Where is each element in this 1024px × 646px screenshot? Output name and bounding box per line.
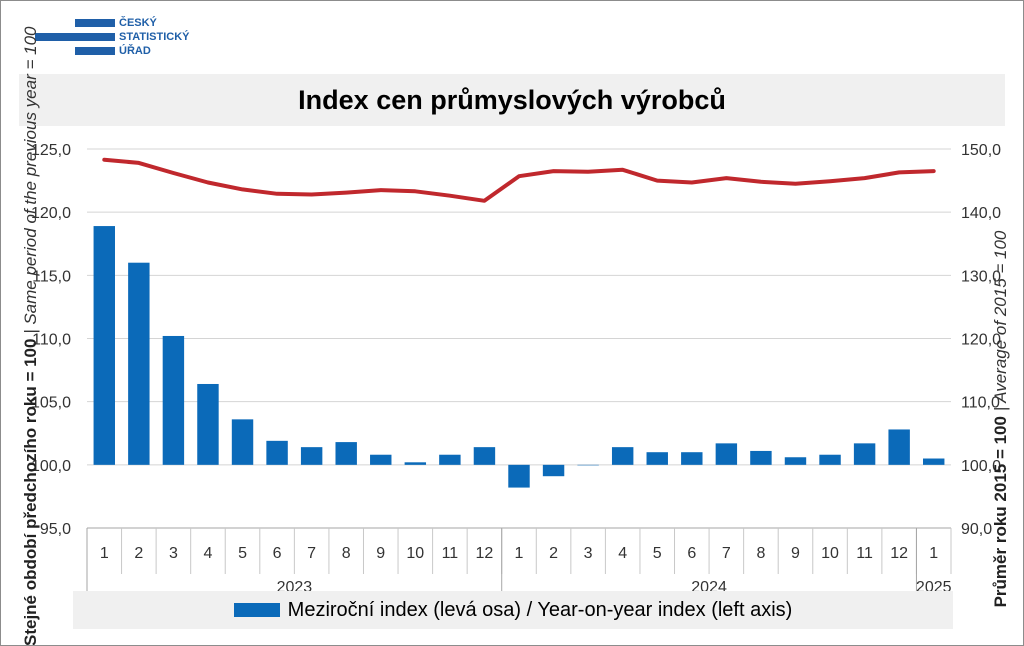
month-label: 6 <box>687 545 696 562</box>
month-label: 1 <box>929 545 938 562</box>
right-axis-title-italic: | Average of 2015 = 100 <box>991 230 1010 417</box>
month-label: 10 <box>821 545 839 562</box>
bar <box>231 419 254 465</box>
index-line-series <box>102 157 936 203</box>
bar <box>128 262 150 465</box>
left-axis-title-bold: Stejné období předchozího roku = 100 <box>21 338 40 646</box>
left-tick-label: 125,0 <box>31 142 71 159</box>
right-axis-title-bold: Průměr roku 2015 = 100 <box>991 416 1010 608</box>
bar <box>197 383 219 465</box>
bar <box>819 454 841 465</box>
legend-label: Meziroční index (levá osa) / Year-on-yea… <box>287 598 793 621</box>
bar <box>335 442 357 465</box>
month-label: 7 <box>722 545 731 562</box>
left-tick-label: 115,0 <box>32 268 71 285</box>
bar <box>853 443 876 465</box>
bar <box>266 440 288 465</box>
bar <box>888 429 910 465</box>
bar <box>646 452 668 465</box>
month-label: 11 <box>856 545 873 562</box>
left-tick-label: 105,0 <box>31 395 71 412</box>
month-label: 9 <box>791 545 800 562</box>
month-label: 10 <box>406 545 424 562</box>
right-tick-label: 120,0 <box>961 332 1001 349</box>
month-label: 6 <box>273 545 282 562</box>
bar <box>370 454 392 465</box>
bar <box>681 452 703 465</box>
left-axis-title-italic: | Same period of the previous year = 100 <box>21 26 40 339</box>
month-label: 3 <box>584 545 593 562</box>
left-tick-label: 100,0 <box>31 458 71 475</box>
right-tick-label: 130,0 <box>961 268 1001 285</box>
month-label: 4 <box>204 545 213 562</box>
logo-bars-icon <box>35 19 115 55</box>
month-label: 1 <box>100 545 109 562</box>
bar <box>784 457 807 465</box>
month-label: 3 <box>169 545 178 562</box>
month-label: 8 <box>756 545 765 562</box>
title-band: Index cen průmyslových výrobců <box>19 74 1005 126</box>
bar <box>923 458 945 465</box>
bar <box>508 464 530 488</box>
left-axis-title: Stejné období předchozího roku = 100 | S… <box>21 27 47 646</box>
bar <box>750 450 772 465</box>
bar <box>439 454 461 465</box>
month-label: 12 <box>476 545 494 562</box>
bar <box>473 447 496 465</box>
bar <box>404 462 427 465</box>
chart-title: Index cen průmyslových výrobců <box>298 84 726 115</box>
month-label: 5 <box>238 545 247 562</box>
right-tick-label: 110,0 <box>961 395 1000 412</box>
left-tick-label: 95,0 <box>40 521 71 538</box>
month-label: 7 <box>307 545 316 562</box>
month-label: 4 <box>618 545 627 562</box>
bar <box>611 447 634 465</box>
month-label: 12 <box>890 545 908 562</box>
legend: Meziroční index (levá osa) / Year-on-yea… <box>73 591 953 629</box>
bar <box>715 443 738 465</box>
bar <box>300 447 323 465</box>
right-tick-label: 100,0 <box>961 458 1001 475</box>
right-tick-label: 150,0 <box>961 142 1001 159</box>
logo-line-1: ČESKÝ <box>119 17 157 29</box>
logo-line-3: ÚŘAD <box>119 45 151 57</box>
month-label: 11 <box>442 545 459 562</box>
left-tick-label: 120,0 <box>31 205 71 222</box>
month-label: 9 <box>376 545 385 562</box>
month-label: 1 <box>515 545 524 562</box>
bar <box>577 464 599 466</box>
bar <box>93 226 115 465</box>
bar <box>542 464 565 477</box>
left-tick-label: 110,0 <box>32 332 71 349</box>
month-label: 2 <box>549 545 558 562</box>
month-label: 2 <box>134 545 143 562</box>
logo-line-2: STATISTICKÝ <box>119 31 190 43</box>
right-tick-label: 140,0 <box>961 205 1001 222</box>
month-label: 8 <box>342 545 351 562</box>
csu-logo: ČESKÝ STATISTICKÝ ÚŘAD <box>31 15 231 59</box>
month-label: 5 <box>653 545 662 562</box>
legend-swatch <box>233 603 280 617</box>
right-axis-title: Průměr roku 2015 = 100 | Average of 2015… <box>991 199 1017 639</box>
right-tick-label: 90,0 <box>961 521 992 538</box>
bar <box>162 335 185 465</box>
